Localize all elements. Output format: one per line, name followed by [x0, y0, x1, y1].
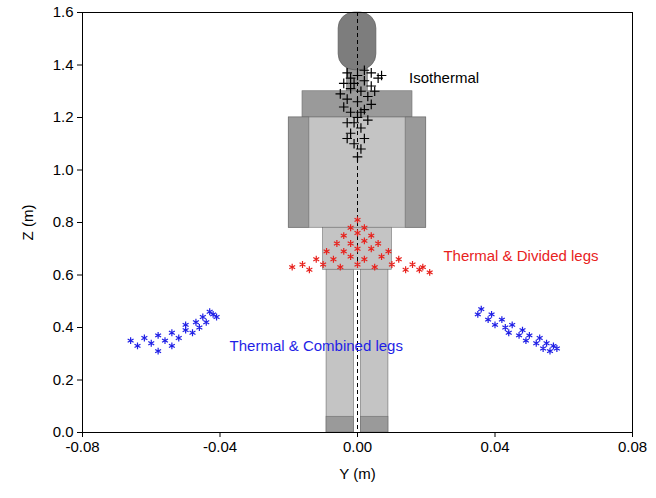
svg-text:Thermal & Combined legs: Thermal & Combined legs — [230, 337, 403, 354]
svg-text:Thermal & Divided legs: Thermal & Divided legs — [443, 247, 598, 264]
svg-text:0.00: 0.00 — [343, 438, 372, 455]
svg-text:0.6: 0.6 — [53, 266, 74, 283]
svg-text:1.6: 1.6 — [53, 3, 74, 20]
svg-text:Isothermal: Isothermal — [409, 69, 479, 86]
svg-text:0.4: 0.4 — [53, 318, 74, 335]
svg-text:0.0: 0.0 — [52, 423, 74, 441]
svg-text:Y (m): Y (m) — [339, 465, 375, 482]
svg-text:-0.04: -0.04 — [203, 438, 237, 455]
svg-text:0.8: 0.8 — [53, 213, 74, 230]
svg-text:0.04: 0.04 — [480, 438, 509, 455]
svg-text:1.2: 1.2 — [53, 108, 74, 125]
svg-text:0.2: 0.2 — [53, 371, 74, 388]
svg-text:1.4: 1.4 — [53, 56, 74, 73]
svg-text:-0.08: -0.08 — [65, 438, 99, 455]
svg-text:0.08: 0.08 — [618, 438, 647, 455]
svg-text:1.0: 1.0 — [53, 161, 74, 178]
svg-text:Z (m): Z (m) — [19, 205, 36, 241]
